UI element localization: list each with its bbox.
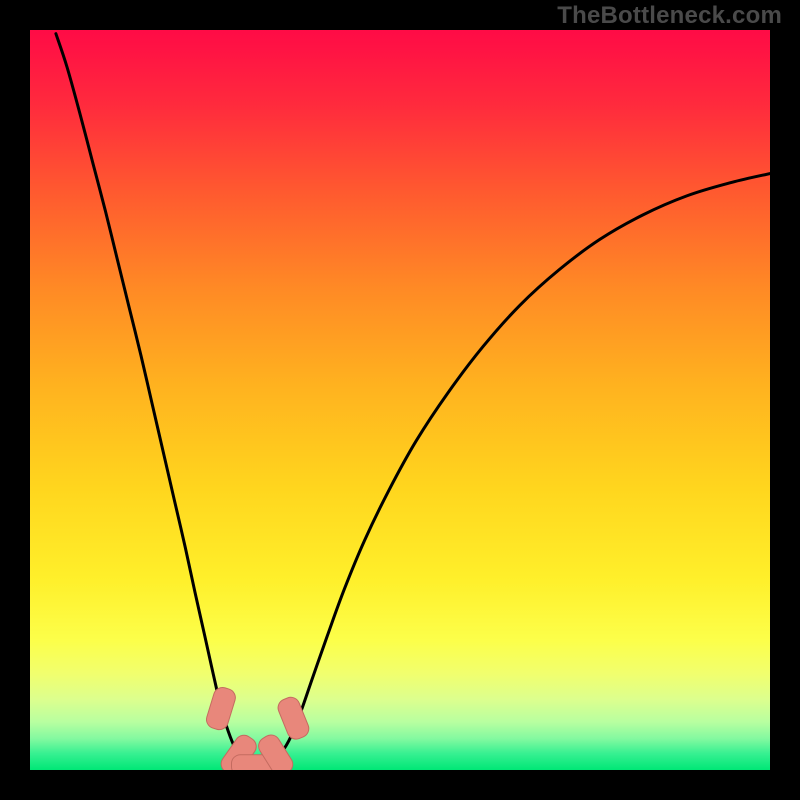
watermark-text: TheBottleneck.com [557, 2, 782, 30]
bottleneck-chart: TheBottleneck.com [0, 0, 800, 800]
chart-svg [0, 0, 800, 800]
chart-gradient-background [30, 30, 770, 770]
